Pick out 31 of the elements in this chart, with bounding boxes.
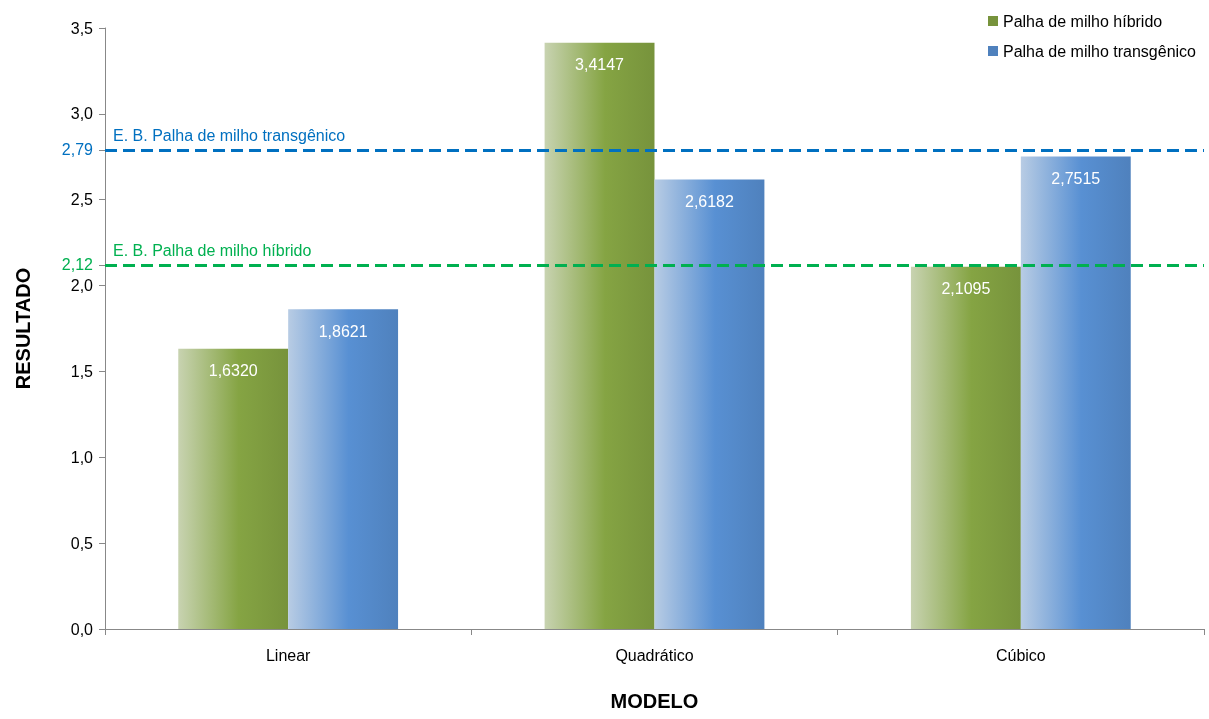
y-axis-title: RESULTADO	[12, 267, 34, 390]
x-tick-label: Linear	[265, 646, 312, 664]
y-tick-label: 2,79	[61, 141, 94, 159]
y-tick-label: 2,12	[61, 256, 94, 274]
data-label: 1,6320	[208, 362, 258, 380]
legend-label: Palha de milho híbrido	[1002, 12, 1163, 30]
y-tick-label: 3,5	[70, 19, 94, 37]
ref-line-label: E. B. Palha de milho transgênico	[113, 127, 346, 145]
data-label: 3,4147	[575, 56, 625, 74]
data-label: 2,7515	[1051, 170, 1101, 188]
bar	[654, 179, 765, 629]
y-tick-label: 3,0	[70, 105, 94, 123]
x-tick-label: Quadrático	[615, 646, 694, 664]
data-label: 2,1095	[941, 280, 991, 298]
y-tick-label: 0,0	[70, 620, 94, 638]
y-tick-label: 1,5	[70, 362, 94, 380]
bar	[910, 266, 1021, 629]
data-label: 1,8621	[318, 322, 368, 340]
legend-label: Palha de milho transgênico	[1002, 42, 1197, 60]
bar	[178, 348, 289, 629]
bar	[1020, 156, 1131, 629]
x-axis-title: MODELO	[610, 690, 699, 712]
y-tick-label: 2,5	[70, 191, 94, 209]
bar	[544, 42, 655, 629]
data-label: 2,6182	[684, 192, 735, 210]
ref-line-label: E. B. Palha de milho híbrido	[113, 242, 312, 260]
bar	[288, 309, 399, 629]
y-tick-label: 0,5	[70, 534, 94, 552]
y-tick-label: 1,0	[70, 448, 94, 466]
y-tick-label: 2,0	[70, 277, 94, 295]
x-tick-label: Cúbico	[995, 646, 1046, 664]
